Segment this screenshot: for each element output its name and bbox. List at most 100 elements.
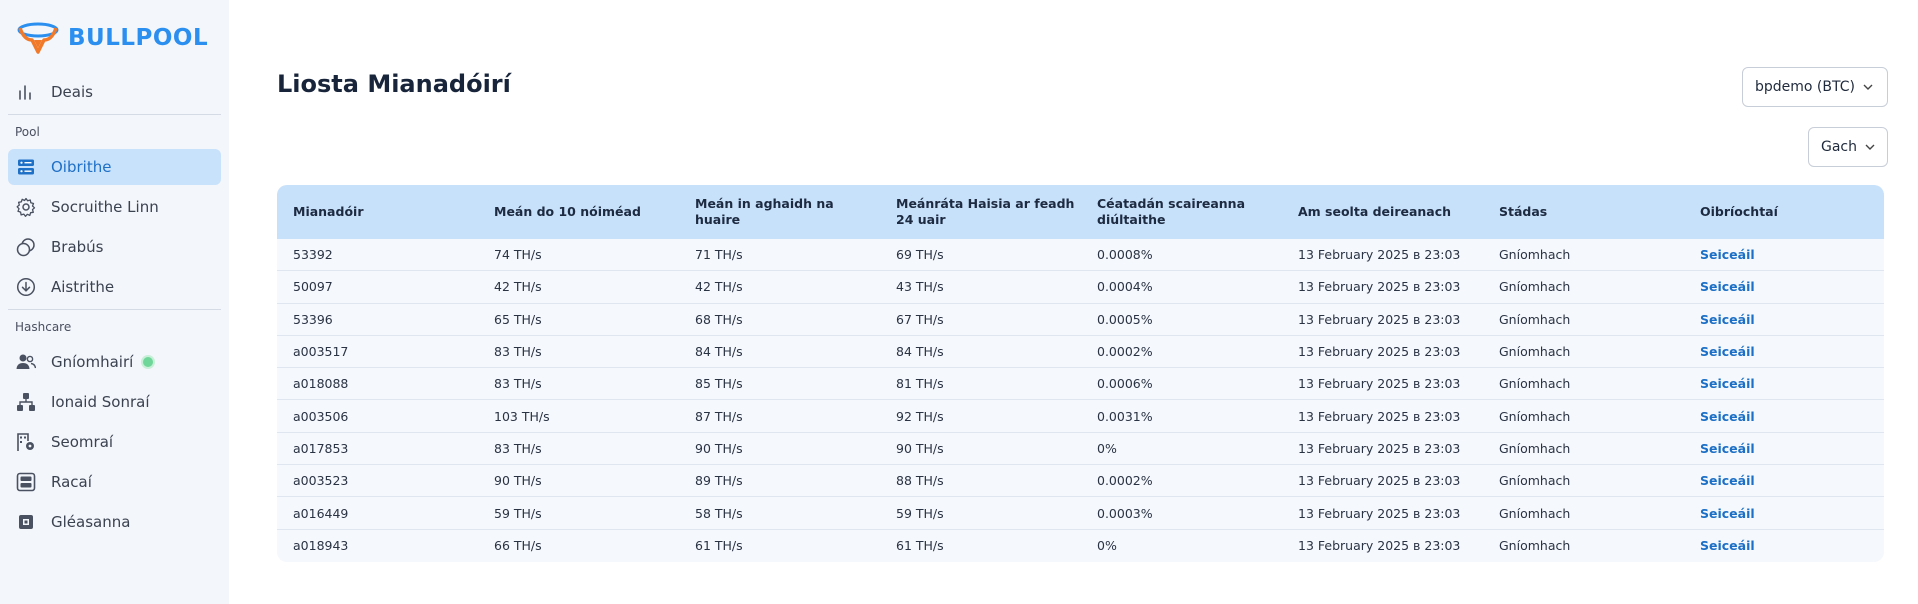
table-body: 53392 74 TH/s 71 TH/s 69 TH/s 0.0008% 13 Febr… bbox=[277, 239, 1884, 562]
sidebar-item-pool-settings[interactable]: Socruithe Linn bbox=[8, 189, 221, 225]
cell-status: Gníomhach bbox=[1499, 247, 1571, 263]
sidebar-item-workers[interactable]: Oibrithe bbox=[8, 149, 221, 185]
brand-logo[interactable]: BULLPOOL bbox=[14, 20, 208, 56]
column-header-miner[interactable]: Mianadóir bbox=[293, 204, 364, 219]
cell-miner-id: a003523 bbox=[293, 473, 349, 489]
cell-last-sent: 13 February 2025 в 23:03 bbox=[1298, 311, 1461, 327]
sidebar-item-devices[interactable]: Gléasanna bbox=[8, 504, 221, 540]
chevron-down-icon bbox=[1863, 84, 1873, 90]
sidebar-item-label: Brabús bbox=[51, 238, 104, 256]
page-title: Liosta Mianadóirí bbox=[277, 70, 511, 98]
cell-check-link[interactable]: Seiceáil bbox=[1700, 408, 1755, 424]
sidebar-item-rooms[interactable]: Seomraí bbox=[8, 424, 221, 460]
cell-rejected-percent: 0.0003% bbox=[1097, 505, 1153, 521]
cell-check-link[interactable]: Seiceáil bbox=[1700, 247, 1755, 263]
table-row: 53392 74 TH/s 71 TH/s 69 TH/s 0.0008% 13 Febr… bbox=[277, 239, 1884, 272]
cell-rejected-percent: 0.0006% bbox=[1097, 376, 1153, 392]
column-header-status[interactable]: Stádas bbox=[1499, 204, 1548, 219]
cell-miner-id: a016449 bbox=[293, 505, 349, 521]
cell-avg-hourly: 84 TH/s bbox=[695, 344, 743, 360]
cell-avg-24h: 59 TH/s bbox=[896, 505, 944, 521]
cell-check-link[interactable]: Seiceáil bbox=[1700, 344, 1755, 360]
cell-check-link[interactable]: Seiceáil bbox=[1700, 473, 1755, 489]
cell-status: Gníomhach bbox=[1499, 505, 1571, 521]
cell-avg-10min: 83 TH/s bbox=[494, 376, 542, 392]
section-label-pool: Pool bbox=[15, 125, 40, 139]
cell-avg-24h: 43 TH/s bbox=[896, 279, 944, 295]
cell-status: Gníomhach bbox=[1499, 344, 1571, 360]
table-row: a017853 83 TH/s 90 TH/s 90 TH/s 0% 13 Februar… bbox=[277, 433, 1884, 466]
table-row: a018943 66 TH/s 61 TH/s 61 TH/s 0% 13 Februar… bbox=[277, 530, 1884, 562]
sidebar-item-label: Socruithe Linn bbox=[51, 198, 159, 216]
column-header-operations: Oibríochtaí bbox=[1700, 204, 1778, 219]
cell-avg-24h: 84 TH/s bbox=[896, 344, 944, 360]
cell-check-link[interactable]: Seiceáil bbox=[1700, 376, 1755, 392]
miners-table: Mianadóir Meán do 10 nóiméad Meán in agh… bbox=[277, 185, 1884, 562]
rack-icon bbox=[15, 471, 37, 493]
column-header-last-sent[interactable]: Am seolta deireanach bbox=[1298, 204, 1452, 219]
column-header-avg-hourly[interactable]: Meán in aghaidh na huaire bbox=[695, 196, 834, 227]
cell-check-link[interactable]: Seiceáil bbox=[1700, 440, 1755, 456]
sidebar-item-label: Seomraí bbox=[51, 433, 114, 451]
table-row: 50097 42 TH/s 42 TH/s 43 TH/s 0.0004% 13 Febr… bbox=[277, 271, 1884, 304]
column-header-rejected-percent[interactable]: Céatadán scaireanna diúltaithe bbox=[1097, 196, 1246, 227]
sidebar-item-dashboard[interactable]: Deais bbox=[8, 74, 221, 110]
cell-check-link[interactable]: Seiceáil bbox=[1700, 279, 1755, 295]
cell-miner-id: 53396 bbox=[293, 311, 333, 327]
filter-select[interactable]: Gach bbox=[1808, 127, 1888, 167]
cell-avg-10min: 83 TH/s bbox=[494, 440, 542, 456]
cell-status: Gníomhach bbox=[1499, 440, 1571, 456]
column-header-avg-10min[interactable]: Meán do 10 nóiméad bbox=[494, 204, 641, 219]
download-circle-icon bbox=[15, 276, 37, 298]
servers-icon bbox=[15, 156, 37, 178]
sidebar-item-data-centers[interactable]: Ionaid Sonraí bbox=[8, 384, 221, 420]
cell-rejected-percent: 0.0004% bbox=[1097, 279, 1153, 295]
sidebar-item-transfers[interactable]: Aistrithe bbox=[8, 269, 221, 305]
cell-avg-24h: 88 TH/s bbox=[896, 473, 944, 489]
cell-status: Gníomhach bbox=[1499, 408, 1571, 424]
divider bbox=[8, 309, 221, 310]
cell-avg-10min: 74 TH/s bbox=[494, 247, 542, 263]
cell-last-sent: 13 February 2025 в 23:03 bbox=[1298, 344, 1461, 360]
sidebar-item-label: Gníomhairí bbox=[51, 353, 134, 371]
cell-miner-id: a018943 bbox=[293, 538, 349, 554]
cell-avg-hourly: 42 TH/s bbox=[695, 279, 743, 295]
cell-last-sent: 13 February 2025 в 23:03 bbox=[1298, 279, 1461, 295]
cell-miner-id: a003506 bbox=[293, 408, 349, 424]
cell-rejected-percent: 0.0031% bbox=[1097, 408, 1153, 424]
cell-rejected-percent: 0.0002% bbox=[1097, 344, 1153, 360]
cell-last-sent: 13 February 2025 в 23:03 bbox=[1298, 440, 1461, 456]
account-select-value: bpdemo (BTC) bbox=[1755, 79, 1855, 95]
cell-avg-24h: 67 TH/s bbox=[896, 311, 944, 327]
brand-name: BULLPOOL bbox=[68, 25, 209, 51]
sidebar-item-profit[interactable]: Brabús bbox=[8, 229, 221, 265]
sidebar-item-racks[interactable]: Racaí bbox=[8, 464, 221, 500]
cell-status: Gníomhach bbox=[1499, 473, 1571, 489]
cell-rejected-percent: 0% bbox=[1097, 440, 1117, 456]
sidebar-item-label: Racaí bbox=[51, 473, 92, 491]
sidebar-item-label: Aistrithe bbox=[51, 278, 115, 296]
chip-icon bbox=[15, 511, 37, 533]
room-settings-icon bbox=[15, 431, 37, 453]
section-label-hashcare: Hashcare bbox=[15, 320, 72, 334]
cell-avg-10min: 42 TH/s bbox=[494, 279, 542, 295]
cell-status: Gníomhach bbox=[1499, 279, 1571, 295]
cell-last-sent: 13 February 2025 в 23:03 bbox=[1298, 376, 1461, 392]
cell-avg-hourly: 85 TH/s bbox=[695, 376, 743, 392]
cell-check-link[interactable]: Seiceáil bbox=[1700, 505, 1755, 521]
cell-last-sent: 13 February 2025 в 23:03 bbox=[1298, 505, 1461, 521]
cell-status: Gníomhach bbox=[1499, 376, 1571, 392]
cell-check-link[interactable]: Seiceáil bbox=[1700, 538, 1755, 554]
sidebar-item-label: Ionaid Sonraí bbox=[51, 393, 150, 411]
cell-check-link[interactable]: Seiceáil bbox=[1700, 311, 1755, 327]
cell-rejected-percent: 0.0008% bbox=[1097, 247, 1153, 263]
table-header: Mianadóir Meán do 10 nóiméad Meán in agh… bbox=[277, 185, 1884, 239]
cell-rejected-percent: 0.0005% bbox=[1097, 311, 1153, 327]
sidebar-item-agents[interactable]: Gníomhairí bbox=[8, 344, 221, 380]
account-select[interactable]: bpdemo (BTC) bbox=[1742, 67, 1888, 107]
table-row: a003506 103 TH/s 87 TH/s 92 TH/s 0.0031% 13 F… bbox=[277, 400, 1884, 433]
cell-last-sent: 13 February 2025 в 23:03 bbox=[1298, 473, 1461, 489]
cell-miner-id: a018088 bbox=[293, 376, 349, 392]
column-header-avg-24h[interactable]: Meánráta Haisia ar feadh 24 uair bbox=[896, 196, 1075, 227]
users-icon bbox=[15, 351, 37, 373]
